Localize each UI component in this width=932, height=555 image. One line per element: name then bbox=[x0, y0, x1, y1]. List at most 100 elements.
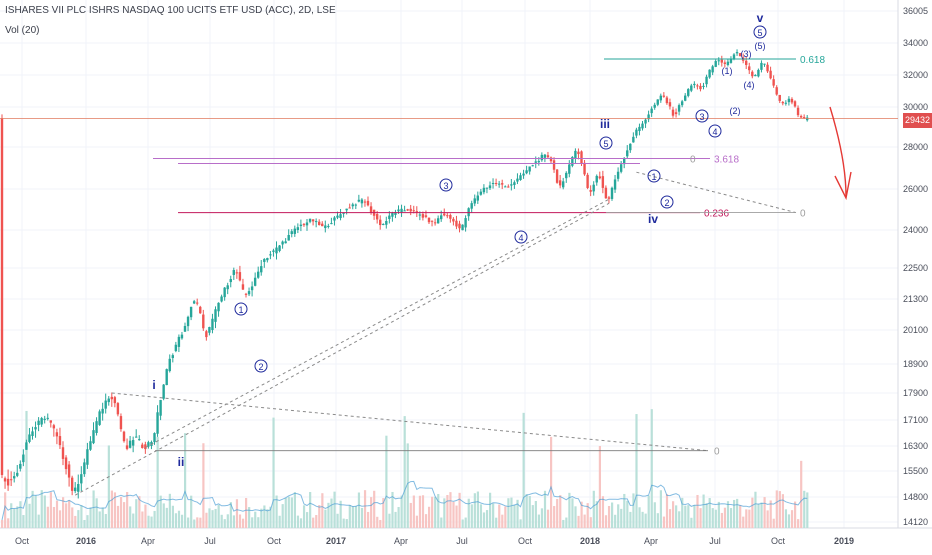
volume-bar bbox=[25, 410, 28, 528]
volume-bar bbox=[668, 509, 672, 528]
volume-bar bbox=[232, 515, 235, 528]
volume-bar bbox=[629, 511, 632, 528]
volume-bar bbox=[52, 506, 56, 528]
volume-bar bbox=[266, 509, 269, 528]
candle-body bbox=[537, 161, 540, 163]
candle-body bbox=[452, 218, 455, 222]
candle-body bbox=[449, 214, 452, 219]
volume-bar bbox=[126, 491, 129, 528]
candle-body bbox=[577, 151, 580, 155]
candle-body bbox=[653, 104, 656, 108]
volume-bar bbox=[553, 506, 556, 528]
candle-body bbox=[278, 245, 281, 251]
candle-body bbox=[369, 206, 373, 213]
candle-body bbox=[519, 175, 522, 181]
candle-body bbox=[247, 291, 251, 295]
candle-body bbox=[680, 101, 684, 106]
volume-bar bbox=[86, 515, 89, 528]
volume-bar bbox=[464, 517, 467, 528]
volume-bar bbox=[546, 509, 550, 528]
volume-bar bbox=[720, 512, 723, 528]
candle-body bbox=[324, 225, 327, 229]
volume-bar bbox=[766, 510, 769, 528]
candle-body bbox=[433, 222, 437, 224]
wave-label-circled: 3 bbox=[699, 112, 704, 122]
volume-bar bbox=[635, 414, 638, 528]
candle-body bbox=[418, 214, 422, 216]
volume-bar bbox=[806, 492, 809, 528]
candle-body bbox=[250, 286, 254, 291]
wave-label-primary: iv bbox=[648, 212, 658, 226]
wave-circle bbox=[514, 230, 528, 244]
volume-bar bbox=[107, 445, 110, 528]
candle-body bbox=[382, 224, 385, 226]
volume-bar bbox=[574, 506, 577, 528]
candle-body bbox=[269, 254, 272, 256]
volume-bar bbox=[159, 495, 162, 528]
candle-body bbox=[464, 218, 467, 228]
candle-body bbox=[98, 411, 101, 425]
volume-bar bbox=[790, 510, 794, 528]
volume-bar bbox=[498, 504, 501, 528]
volume-bar bbox=[800, 460, 803, 528]
volume-bar bbox=[794, 501, 797, 528]
candle-body bbox=[522, 173, 525, 176]
candle-body bbox=[217, 302, 220, 312]
candle-body bbox=[16, 472, 19, 476]
volume-bar bbox=[589, 517, 592, 528]
wave-label-circled: 4 bbox=[712, 127, 717, 137]
price-tick-label: 21300 bbox=[903, 294, 928, 304]
time-tick-label: Apr bbox=[141, 536, 155, 546]
candle-body bbox=[601, 176, 605, 188]
wave-label-circled: 4 bbox=[518, 233, 523, 243]
time-tick-label: 2019 bbox=[834, 536, 854, 546]
price-tick-label: 17100 bbox=[903, 415, 928, 425]
volume-bar bbox=[342, 518, 345, 528]
candle-body bbox=[440, 215, 443, 220]
volume-bar bbox=[330, 498, 333, 528]
volume-bar bbox=[306, 512, 309, 528]
candle-body bbox=[19, 463, 22, 469]
candle-body bbox=[497, 183, 501, 185]
candle-body bbox=[751, 71, 754, 77]
candle-body bbox=[345, 208, 348, 211]
candle-body bbox=[28, 434, 31, 442]
volume-bar bbox=[403, 416, 406, 528]
candle-body bbox=[199, 306, 202, 314]
candle-body bbox=[202, 314, 205, 329]
wave-label-minor: (4) bbox=[744, 80, 755, 90]
volume-bar bbox=[781, 494, 784, 528]
candle-body bbox=[589, 190, 592, 192]
candle-body bbox=[244, 293, 248, 295]
candle-body bbox=[37, 420, 40, 426]
volume-bar bbox=[607, 505, 611, 528]
candle-body bbox=[796, 107, 800, 116]
volume-bar bbox=[7, 518, 10, 528]
time-tick-label: 2018 bbox=[580, 536, 600, 546]
volume-bar bbox=[562, 519, 565, 528]
plot-area bbox=[0, 0, 898, 528]
volume-bar bbox=[71, 507, 74, 528]
volume-bar bbox=[363, 490, 367, 528]
candle-body bbox=[525, 170, 528, 174]
volume-bar bbox=[617, 504, 620, 528]
volume-bar bbox=[391, 491, 394, 528]
volume-bar bbox=[278, 515, 281, 528]
volume-bar bbox=[687, 505, 690, 528]
volume-bar bbox=[461, 519, 464, 528]
candle-body bbox=[571, 156, 574, 166]
candle-body bbox=[186, 316, 190, 327]
volume-bar bbox=[726, 501, 730, 528]
candle-body bbox=[342, 212, 345, 214]
candle-body bbox=[717, 60, 720, 62]
volume-bar bbox=[568, 492, 571, 528]
volume-bar bbox=[443, 498, 446, 528]
candle-body bbox=[119, 416, 123, 430]
volume-bar bbox=[702, 494, 705, 528]
candle-body bbox=[34, 427, 37, 430]
volume-bar bbox=[74, 515, 77, 528]
time-tick-label: Jul bbox=[456, 536, 468, 546]
candle-body bbox=[775, 87, 778, 95]
